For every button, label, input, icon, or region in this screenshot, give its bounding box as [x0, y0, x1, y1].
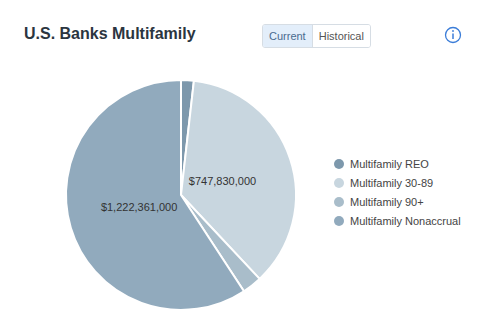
html-text:U.S. Banks Multifamily: U.S. Banks Multifamily [24, 25, 196, 42]
html-text:Multifamily 30-89: Multifamily 30-89 [350, 176, 434, 189]
html-text:Multifamily Nonaccrual: Multifamily Nonaccrual [350, 214, 461, 227]
svg-text:$747,830,000: $747,830,000 [189, 175, 256, 187]
svg-text:$1,222,361,000: $1,222,361,000 [101, 201, 177, 213]
html-text:Current: Current [269, 30, 306, 42]
html-text:Multifamily 90+: Multifamily 90+ [350, 195, 424, 208]
html-text:Multifamily REO: Multifamily REO [350, 157, 429, 170]
html-text:Historical: Historical [318, 30, 364, 42]
